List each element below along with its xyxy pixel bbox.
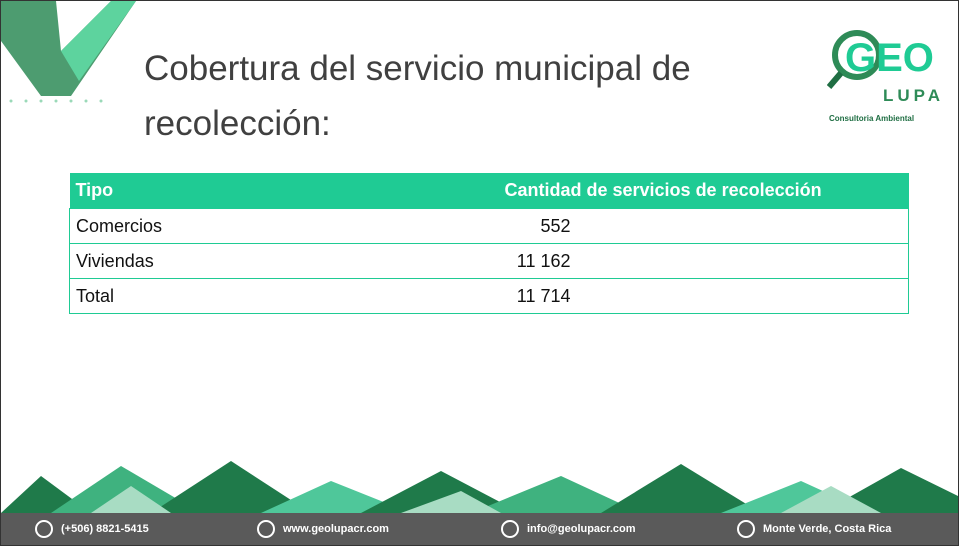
footer: (+506) 8821-5415 www.geolupacr.com info@…	[1, 513, 958, 545]
table-cell: 11 162	[499, 244, 909, 279]
cell-value: 11 714	[505, 286, 571, 307]
table-cell: Comercios	[70, 209, 499, 244]
location: Monte Verde, Costa Rica	[763, 523, 891, 535]
footer-email: info@geolupacr.com	[501, 513, 636, 545]
logo-tagline: Consultoria Ambiental	[829, 114, 914, 123]
table-row: Comercios 552	[70, 209, 909, 244]
phone: (+506) 8821-5415	[61, 523, 149, 535]
row-label: Viviendas	[76, 251, 154, 271]
table-body: Comercios 552 Viviendas 11 162 Total 11 714	[70, 209, 909, 314]
logo-name-top: GEO	[845, 36, 934, 80]
logo: GEO LUPA Consultoria Ambiental	[827, 23, 953, 127]
table-row: Total 11 714	[70, 279, 909, 314]
footer-location: Monte Verde, Costa Rica	[737, 513, 891, 545]
cell-value: 552	[505, 216, 571, 237]
corner-decoration	[1, 1, 141, 111]
table-cell: Viviendas	[70, 244, 499, 279]
table-cell: 552	[499, 209, 909, 244]
footer-web: www.geolupacr.com	[257, 513, 389, 545]
header-row: Tipo Cantidad de servicios de recolecció…	[70, 173, 909, 209]
column-header: Cantidad de servicios de recolección	[499, 173, 909, 209]
row-label: Total	[76, 286, 114, 306]
mountains-decoration	[1, 456, 958, 516]
slide: Cobertura del servicio municipal de reco…	[0, 0, 959, 546]
row-label: Comercios	[76, 216, 162, 236]
email: info@geolupacr.com	[527, 523, 636, 535]
logo-name-bottom: LUPA	[883, 86, 944, 105]
website: www.geolupacr.com	[283, 523, 389, 535]
cell-value: 11 162	[505, 251, 571, 272]
footer-phone: (+506) 8821-5415	[35, 513, 149, 545]
slide-title: Cobertura del servicio municipal de reco…	[144, 41, 764, 151]
data-table: Tipo Cantidad de servicios de recolecció…	[69, 173, 909, 314]
table-row: Viviendas 11 162	[70, 244, 909, 279]
column-header: Tipo	[70, 173, 499, 209]
table-cell: 11 714	[499, 279, 909, 314]
table-cell: Total	[70, 279, 499, 314]
